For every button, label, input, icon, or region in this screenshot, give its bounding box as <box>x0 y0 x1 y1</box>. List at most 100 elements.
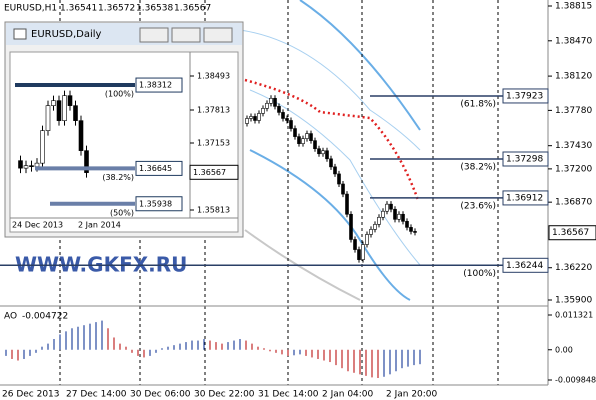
candle <box>373 224 377 230</box>
x-tick-label: 31 Dec 14:00 <box>258 390 319 400</box>
fib-percent: (38.2%) <box>460 163 496 173</box>
candle <box>34 162 40 167</box>
y-tick-label: 0.011321 <box>555 311 593 320</box>
candle <box>18 160 23 169</box>
candle <box>62 95 67 121</box>
y-tick-label: 0.00 <box>555 345 573 354</box>
candle <box>345 193 349 215</box>
fib-price: 1.36912 <box>506 193 543 203</box>
candle <box>337 173 341 185</box>
candle <box>405 221 409 228</box>
y-tick-label: 1.38493 <box>197 72 230 81</box>
maximize-button[interactable] <box>171 27 201 43</box>
close-button[interactable] <box>203 27 233 43</box>
fib-box <box>135 196 183 212</box>
candle <box>261 108 265 114</box>
y-tick-label: 1.38470 <box>555 36 592 46</box>
candle <box>377 216 381 225</box>
candle <box>78 120 84 151</box>
fib-percent: (38.2%) <box>102 173 134 182</box>
candle <box>397 213 401 220</box>
candle <box>265 103 269 109</box>
candle <box>301 138 305 144</box>
candle <box>56 100 62 121</box>
x-tick-label: 24 Dec 2013 <box>12 221 63 230</box>
candle <box>297 136 301 144</box>
candle <box>51 100 56 106</box>
fib-price: 1.37923 <box>506 91 543 101</box>
candle <box>389 203 393 210</box>
y-tick-label: 1.38815 <box>555 2 592 12</box>
fib-box <box>502 190 549 206</box>
y-tick-label: 1.36220 <box>555 263 592 273</box>
candle <box>321 150 325 155</box>
price-box <box>548 225 596 241</box>
candle <box>45 105 51 131</box>
x-tick-label: 2 Jan 2014 <box>78 221 121 230</box>
y-tick-label: 1.36870 <box>555 198 592 208</box>
x-tick-label: 27 Dec 14:00 <box>66 390 127 400</box>
candle <box>413 231 417 233</box>
candle <box>289 120 293 129</box>
y-tick-label: 1.37780 <box>555 106 592 116</box>
fib-percent: (100%) <box>463 269 496 279</box>
candle <box>409 227 413 232</box>
candle <box>381 210 385 218</box>
candle <box>281 112 285 119</box>
candle <box>40 130 45 164</box>
y-tick-label: 1.37200 <box>555 164 592 174</box>
current-price: 1.36567 <box>193 168 226 177</box>
candle <box>73 105 78 121</box>
fib-price: 1.38312 <box>139 81 172 90</box>
candle <box>273 97 277 107</box>
fib-percent: (100%) <box>105 90 134 99</box>
x-tick-label: 26 Dec 2013 <box>2 390 60 400</box>
window-title: EURUSD,Daily <box>31 29 102 40</box>
candle <box>329 158 333 168</box>
fib-box <box>502 88 549 104</box>
y-tick-label: 1.37430 <box>555 141 592 151</box>
fib-percent: (50%) <box>110 208 134 217</box>
y-tick-label: 1.35813 <box>197 206 230 215</box>
bands <box>239 0 421 301</box>
ao-name: AO <box>4 312 17 322</box>
fib-price: 1.35938 <box>139 199 172 208</box>
fib-box <box>135 77 183 93</box>
watermark: WWW.GKFX.RU <box>15 253 187 277</box>
candle <box>277 106 281 113</box>
fib-price: 1.36645 <box>139 164 172 173</box>
fib-price: 1.36244 <box>506 261 543 271</box>
ao-value: -0.004722 <box>22 312 68 322</box>
candle <box>305 133 309 139</box>
fib-price: 1.37298 <box>506 155 543 165</box>
candle <box>349 213 353 240</box>
price-box <box>189 164 239 180</box>
candle <box>293 128 297 137</box>
y-tick-label: 1.35900 <box>555 296 592 306</box>
candle <box>269 97 273 104</box>
candle <box>249 116 253 119</box>
x-tick-label: 2 Jan 20:00 <box>386 390 438 400</box>
candle <box>23 165 29 169</box>
x-tick-label: 2 Jan 04:00 <box>322 390 374 400</box>
y-tick-label: 1.37813 <box>197 106 230 115</box>
candle <box>257 113 261 121</box>
fib-percent: (23.6%) <box>460 201 496 211</box>
candle <box>353 239 357 250</box>
fib-box <box>502 257 549 273</box>
daily-window: EURUSD,Daily 1.38493 1.37813 1.37153 1.3581… <box>4 21 244 238</box>
candle <box>29 165 34 167</box>
ohlc-value: 1.36567 <box>174 4 211 14</box>
candle <box>361 244 365 260</box>
candle <box>84 150 89 173</box>
y-tick-label: -0.009848 <box>555 376 596 385</box>
candle <box>313 140 317 150</box>
fib-box <box>135 160 183 176</box>
candle <box>253 116 257 121</box>
y-tick-label: 1.38120 <box>555 72 592 82</box>
minimize-button[interactable] <box>139 27 169 43</box>
candle <box>341 183 345 195</box>
candle <box>245 118 249 124</box>
candle <box>317 148 321 155</box>
